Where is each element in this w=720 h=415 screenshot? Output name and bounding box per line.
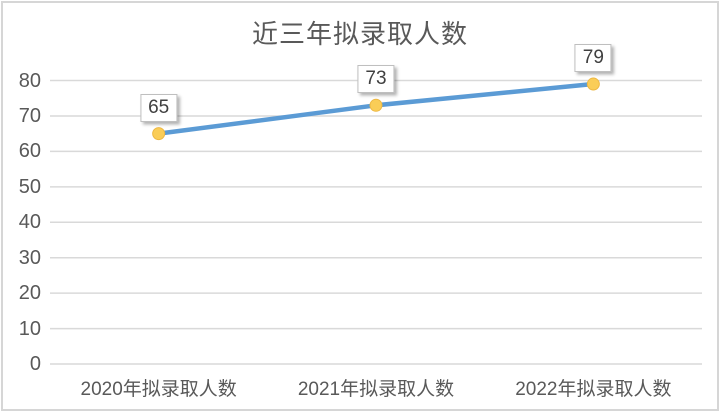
y-axis-tick-label: 10 xyxy=(18,317,41,340)
data-point-marker xyxy=(369,98,383,112)
data-label: 79 xyxy=(574,44,612,73)
y-axis-tick-label: 20 xyxy=(18,282,41,305)
x-axis-category-label: 2020年拟录取人数 xyxy=(80,379,237,400)
y-axis-tick-label: 60 xyxy=(18,140,41,163)
y-axis-tick-label: 80 xyxy=(18,69,41,92)
y-axis-tick-label: 70 xyxy=(18,104,41,127)
y-axis-tick-label: 0 xyxy=(29,353,41,375)
data-point-marker xyxy=(586,77,600,91)
y-axis-tick-label: 40 xyxy=(18,211,41,234)
chart-title: 近三年拟录取人数 xyxy=(251,19,468,49)
data-label: 73 xyxy=(357,65,395,94)
x-axis-category-label: 2021年拟录取人数 xyxy=(297,379,455,400)
y-axis-tick-label: 50 xyxy=(18,175,41,198)
data-label: 65 xyxy=(140,93,178,122)
x-axis-category-label: 2022年拟录取人数 xyxy=(515,379,672,400)
labels-layer: 0 10 20 30 40 50 60 70 80 2020年拟录取人数 2021年拟录取人数 202… xyxy=(3,3,717,409)
data-point-marker xyxy=(152,127,166,141)
y-axis-tick-label: 30 xyxy=(18,246,41,269)
